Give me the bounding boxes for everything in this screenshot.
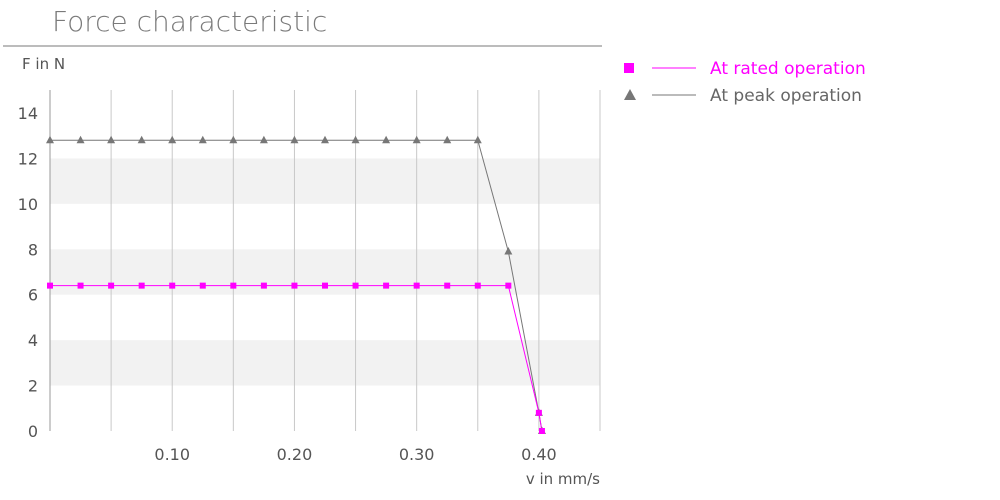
y-tick-label: 14 xyxy=(18,104,38,123)
data-point-peak xyxy=(290,135,299,144)
data-point-peak xyxy=(504,247,513,255)
x-tick-label: 0.20 xyxy=(277,445,313,464)
y-tick-label: 4 xyxy=(28,331,38,350)
data-point-peak xyxy=(412,135,421,144)
data-point-peak xyxy=(168,135,177,144)
legend-label: At rated operation xyxy=(710,59,866,79)
y-tick-label: 0 xyxy=(28,422,38,441)
x-axis-title: v in mm/s xyxy=(526,470,600,488)
legend-marker-rated xyxy=(624,63,634,73)
y-tick-label: 8 xyxy=(28,240,38,259)
data-point-peak xyxy=(473,135,482,144)
data-point-rated xyxy=(413,282,420,289)
data-point-peak xyxy=(382,135,391,144)
data-point-rated xyxy=(291,282,298,289)
y-tick-label: 12 xyxy=(18,149,38,168)
data-point-peak xyxy=(229,135,238,144)
data-point-rated xyxy=(77,282,84,289)
data-point-peak xyxy=(443,135,452,144)
grid-band xyxy=(50,90,600,113)
series-line-rated xyxy=(50,285,543,432)
data-point-peak xyxy=(321,135,329,144)
data-point-rated xyxy=(230,282,237,289)
data-point-rated xyxy=(352,282,359,289)
data-point-peak xyxy=(107,135,116,144)
chart-title: Force characteristic xyxy=(52,5,327,38)
data-point-rated xyxy=(169,282,176,289)
x-tick-label: 0.30 xyxy=(399,445,435,464)
y-tick-label: 6 xyxy=(28,286,38,305)
data-point-rated xyxy=(199,282,206,289)
data-point-rated xyxy=(535,409,542,416)
data-point-peak xyxy=(46,135,54,144)
data-point-rated xyxy=(108,282,115,289)
data-point-peak xyxy=(198,135,207,144)
data-point-rated xyxy=(47,282,53,289)
data-point-rated xyxy=(138,282,145,289)
data-point-rated xyxy=(260,282,267,289)
grid-band xyxy=(50,340,600,386)
data-point-peak xyxy=(259,135,268,144)
y-axis-title: F in N xyxy=(22,55,65,73)
data-point-peak xyxy=(76,135,85,144)
data-point-peak xyxy=(351,135,360,144)
data-point-rated xyxy=(444,282,451,289)
data-point-rated xyxy=(322,282,328,289)
data-point-peak xyxy=(137,135,146,144)
grid-band xyxy=(50,158,600,204)
y-tick-label: 10 xyxy=(18,195,38,214)
data-point-rated xyxy=(538,428,545,434)
legend-marker-peak xyxy=(624,89,636,100)
data-point-rated xyxy=(505,282,512,289)
data-point-rated xyxy=(383,282,390,289)
data-point-rated xyxy=(474,282,481,289)
legend-label: At peak operation xyxy=(710,86,862,106)
y-tick-label: 2 xyxy=(28,377,38,396)
x-tick-label: 0.40 xyxy=(521,445,557,464)
series-line-peak xyxy=(50,139,543,432)
x-tick-label: 0.10 xyxy=(154,445,190,464)
